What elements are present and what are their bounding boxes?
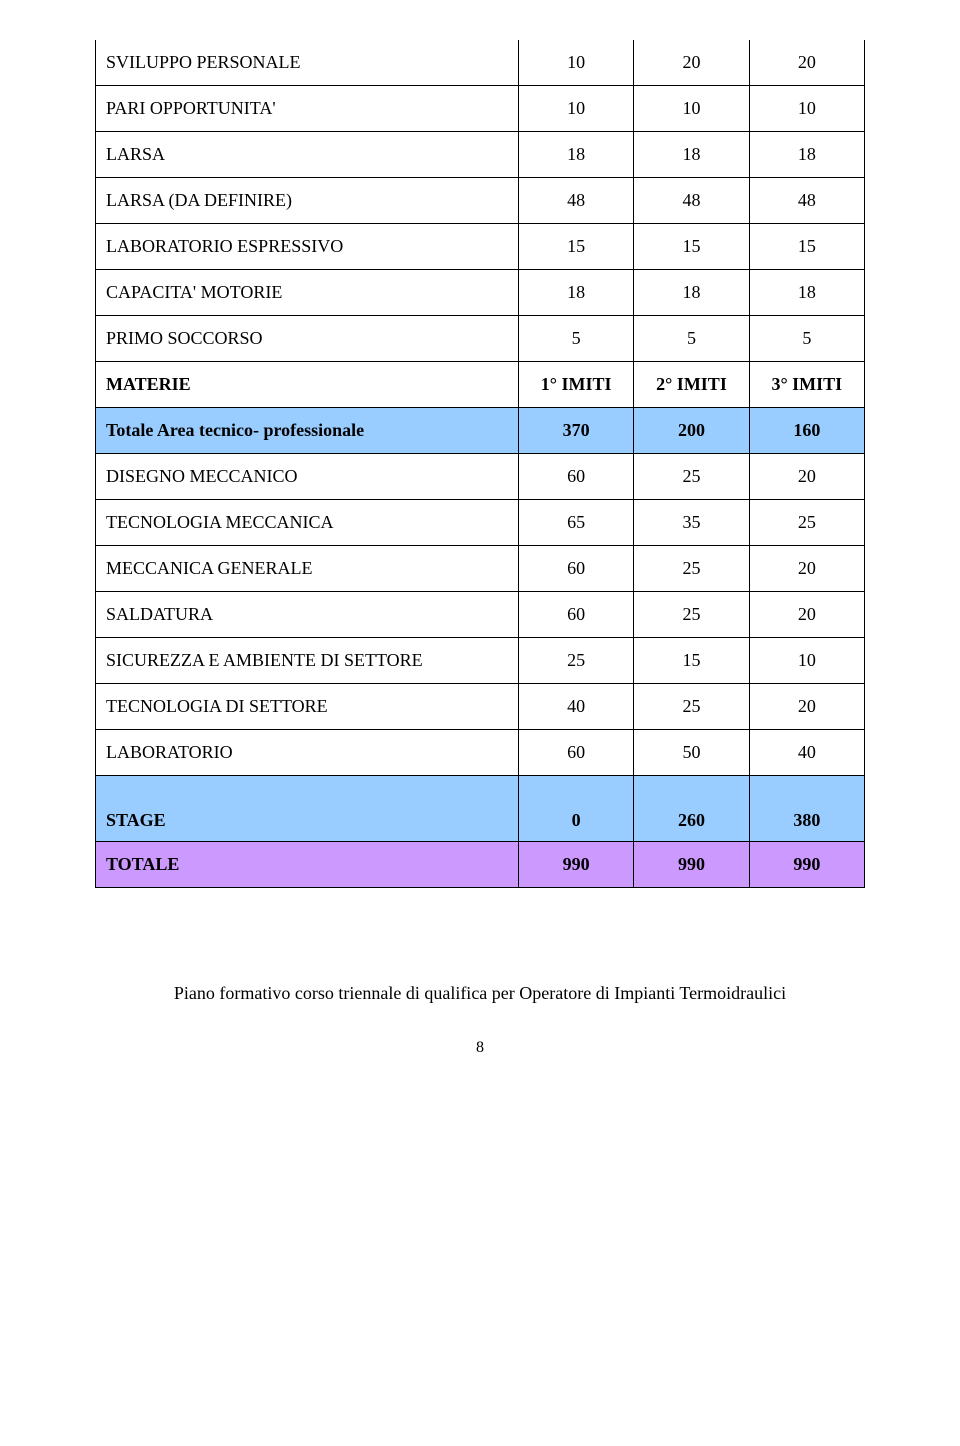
row-value: 40 [749,730,864,776]
row-value: 380 [749,776,864,842]
row-value: 990 [749,842,864,888]
footer-caption: Piano formativo corso triennale di quali… [95,983,865,1004]
page-number: 8 [95,1039,865,1057]
row-value: 25 [634,592,749,638]
row-value: 40 [518,684,633,730]
row-label: MECCANICA GENERALE [96,546,519,592]
row-value: 10 [749,638,864,684]
row-value: 15 [634,638,749,684]
row-label: PRIMO SOCCORSO [96,316,519,362]
row-label: STAGE [96,776,519,842]
row-value: 5 [634,316,749,362]
row-value: 3° IMITI [749,362,864,408]
row-value: 5 [518,316,633,362]
row-value: 10 [518,86,633,132]
row-value: 10 [518,40,633,86]
row-value: 1° IMITI [518,362,633,408]
row-label: SVILUPPO PERSONALE [96,40,519,86]
row-value: 990 [518,842,633,888]
row-value: 60 [518,592,633,638]
row-value: 260 [634,776,749,842]
course-plan-table: SVILUPPO PERSONALE102020PARI OPPORTUNITA… [95,40,865,888]
row-value: 60 [518,546,633,592]
row-value: 60 [518,454,633,500]
row-label: LABORATORIO [96,730,519,776]
row-value: 18 [749,132,864,178]
row-value: 200 [634,408,749,454]
row-value: 25 [634,546,749,592]
row-value: 20 [749,684,864,730]
row-value: 10 [634,86,749,132]
row-label: PARI OPPORTUNITA' [96,86,519,132]
row-label: MATERIE [96,362,519,408]
row-value: 160 [749,408,864,454]
row-label: SALDATURA [96,592,519,638]
row-label: TOTALE [96,842,519,888]
row-label: TECNOLOGIA DI SETTORE [96,684,519,730]
row-value: 370 [518,408,633,454]
row-value: 48 [518,178,633,224]
row-value: 20 [749,546,864,592]
row-value: 0 [518,776,633,842]
row-label: Totale Area tecnico- professionale [96,408,519,454]
row-value: 18 [518,270,633,316]
row-value: 25 [634,684,749,730]
row-value: 35 [634,500,749,546]
row-value: 5 [749,316,864,362]
row-value: 48 [634,178,749,224]
row-value: 25 [749,500,864,546]
row-value: 18 [634,270,749,316]
row-value: 20 [634,40,749,86]
row-label: LARSA [96,132,519,178]
row-value: 48 [749,178,864,224]
row-value: 20 [749,592,864,638]
row-value: 25 [518,638,633,684]
row-value: 20 [749,40,864,86]
row-value: 15 [749,224,864,270]
row-value: 990 [634,842,749,888]
row-label: CAPACITA' MOTORIE [96,270,519,316]
row-value: 18 [749,270,864,316]
row-label: LARSA (DA DEFINIRE) [96,178,519,224]
row-value: 15 [518,224,633,270]
row-value: 18 [634,132,749,178]
row-label: SICUREZZA E AMBIENTE DI SETTORE [96,638,519,684]
row-label: DISEGNO MECCANICO [96,454,519,500]
row-value: 65 [518,500,633,546]
row-value: 60 [518,730,633,776]
row-label: TECNOLOGIA MECCANICA [96,500,519,546]
row-label: LABORATORIO ESPRESSIVO [96,224,519,270]
row-value: 10 [749,86,864,132]
row-value: 20 [749,454,864,500]
row-value: 50 [634,730,749,776]
row-value: 15 [634,224,749,270]
row-value: 2° IMITI [634,362,749,408]
row-value: 18 [518,132,633,178]
row-value: 25 [634,454,749,500]
